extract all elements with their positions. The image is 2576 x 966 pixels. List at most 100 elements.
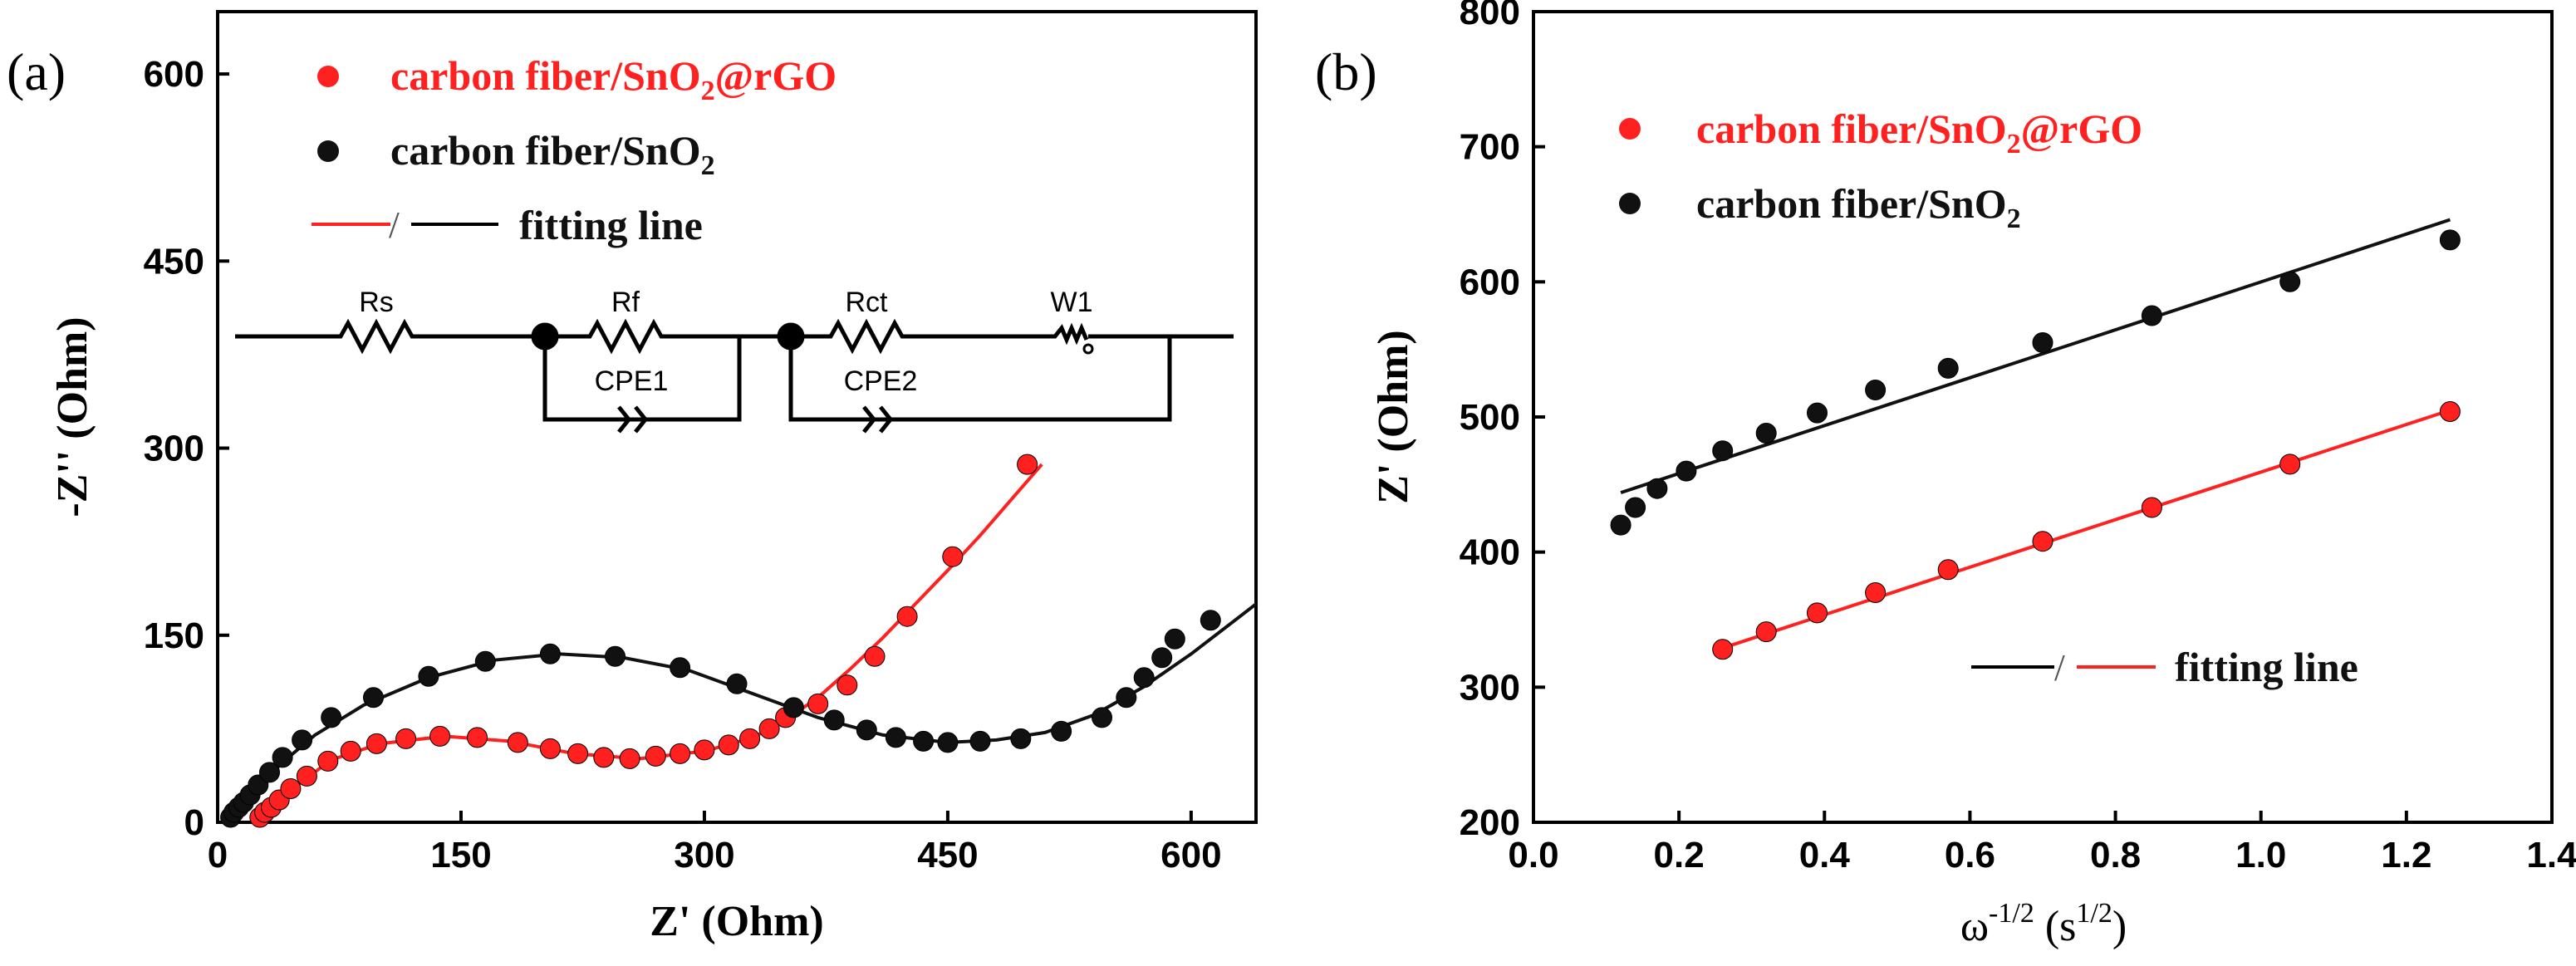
data-point-a-1	[296, 765, 317, 787]
data-point-a-2	[418, 665, 439, 687]
data-point-a-1	[317, 750, 339, 772]
x-tick-label: 0	[208, 835, 228, 875]
x-tick-label: 150	[430, 835, 491, 875]
panel-a-marks	[220, 454, 1258, 828]
data-point-a-2	[1200, 610, 1221, 631]
data-point-a-2	[321, 707, 342, 728]
circuit-cpe2-branch	[788, 336, 1172, 422]
y-tick-label: 150	[144, 615, 204, 656]
data-point-a-1	[739, 728, 761, 749]
data-point-b-2	[2032, 332, 2053, 353]
data-point-b-2	[1865, 380, 1887, 400]
data-point-a-2	[783, 697, 804, 718]
data-point-a-1	[280, 778, 302, 799]
y-tick-label: 200	[1460, 802, 1520, 843]
x-tick-label: 0.8	[2090, 835, 2141, 875]
data-point-a-1	[645, 745, 666, 767]
legend-b-label-series2: carbon fiber/SnO2	[1696, 180, 2021, 234]
data-point-a-1	[619, 748, 640, 769]
data-point-b-2	[2279, 271, 2301, 292]
panel-b: (b) carbon fiber/SnO2@rGO carbon fiber/S…	[1315, 0, 2576, 950]
data-point-a-2	[272, 747, 293, 768]
data-point-b-1	[2032, 531, 2053, 552]
legend-a-marker-series1	[317, 66, 339, 87]
data-point-a-2	[937, 732, 959, 753]
legend-b-marker-series2	[1619, 193, 1641, 214]
label-rs: Rs	[359, 287, 394, 318]
x-tick-label: 600	[1160, 835, 1221, 875]
x-tick-label: 0.6	[1945, 835, 1995, 875]
label-rct: Rct	[846, 287, 889, 318]
data-point-b-1	[1807, 602, 1828, 624]
panel-a-label: (a)	[7, 42, 66, 101]
data-point-a-2	[1010, 728, 1032, 749]
data-point-a-1	[467, 727, 488, 748]
data-point-b-2	[1646, 478, 1668, 499]
data-point-a-2	[1116, 687, 1137, 709]
panel-a-axes: 0 150 300 450 600 0 150 300 450 600	[144, 54, 1222, 875]
circuit-labels: Rs Rf Rct W1 CPE1 CPE2	[359, 287, 1092, 397]
panel-a-xlabel: Z' (Ohm)	[650, 898, 823, 945]
data-point-a-1	[1017, 454, 1038, 475]
x-tick-label: 1.0	[2235, 835, 2286, 875]
data-point-b-2	[1610, 514, 1631, 536]
panel-b-axes: 0.0 0.2 0.4 0.6 0.8 1.0 1.2 1.4 200 300 400 500 600 7…	[1460, 0, 2576, 875]
data-point-a-1	[539, 738, 561, 759]
legend-b-label-series1: carbon fiber/SnO2@rGO	[1696, 105, 2142, 159]
cpe2-symbol	[862, 405, 894, 434]
data-point-a-2	[1051, 720, 1072, 742]
data-point-b-2	[1625, 497, 1646, 518]
fit-line-b-1	[1722, 408, 2451, 650]
label-cpe1: CPE1	[595, 365, 669, 397]
data-point-b-1	[2279, 454, 2301, 475]
y-tick-label: 400	[1460, 532, 1520, 573]
y-tick-label: 450	[144, 241, 204, 282]
data-point-a-1	[670, 743, 691, 764]
data-point-a-2	[539, 643, 561, 664]
y-tick-label: 800	[1460, 0, 1520, 32]
legend-b-fit-separator: /	[2054, 646, 2065, 689]
panel-a-plot-frame	[216, 10, 1258, 824]
label-cpe2: CPE2	[844, 365, 918, 397]
panel-a-legend: carbon fiber/SnO2@rGO carbon fiber/SnO2 …	[312, 52, 837, 248]
data-point-a-1	[807, 693, 829, 714]
data-point-a-1	[896, 606, 918, 627]
legend-a-label-series2: carbon fiber/SnO2	[390, 127, 715, 181]
data-point-b-2	[2141, 305, 2162, 326]
data-point-a-2	[1092, 707, 1112, 728]
data-point-a-2	[292, 729, 313, 751]
y-tick-label: 600	[144, 54, 204, 95]
data-point-a-1	[395, 728, 417, 749]
data-point-a-1	[507, 732, 528, 753]
circuit-node-2	[777, 322, 805, 351]
data-point-a-2	[726, 673, 748, 694]
data-point-a-1	[429, 725, 451, 747]
y-tick-label: 700	[1460, 127, 1520, 168]
data-point-a-1	[340, 740, 361, 762]
panel-b-marks	[1610, 218, 2461, 660]
y-tick-label: 600	[1460, 262, 1520, 302]
legend-a-fit-separator: /	[389, 203, 400, 246]
data-point-b-1	[1712, 639, 1734, 660]
x-tick-label: 0.4	[1799, 835, 1851, 875]
data-point-a-1	[593, 747, 615, 768]
data-point-a-1	[567, 743, 589, 764]
data-point-b-1	[1755, 621, 1777, 643]
data-point-a-2	[1133, 667, 1155, 689]
data-point-b-2	[1676, 460, 1697, 482]
data-point-a-1	[758, 718, 780, 739]
panel-a-ylabel: -Z'' (Ohm)	[49, 316, 96, 517]
data-point-a-2	[259, 762, 280, 783]
data-point-a-1	[837, 674, 858, 696]
data-point-b-2	[1807, 402, 1828, 424]
data-point-a-2	[969, 730, 991, 752]
data-point-b-2	[1712, 440, 1734, 462]
x-tick-label: 0.2	[1654, 835, 1705, 875]
data-point-b-2	[2439, 229, 2461, 251]
data-point-a-1	[864, 645, 886, 667]
data-point-a-1	[718, 734, 739, 756]
y-tick-label: 300	[1460, 667, 1520, 708]
cpe1-symbol	[617, 405, 649, 434]
y-tick-label: 300	[144, 429, 204, 469]
